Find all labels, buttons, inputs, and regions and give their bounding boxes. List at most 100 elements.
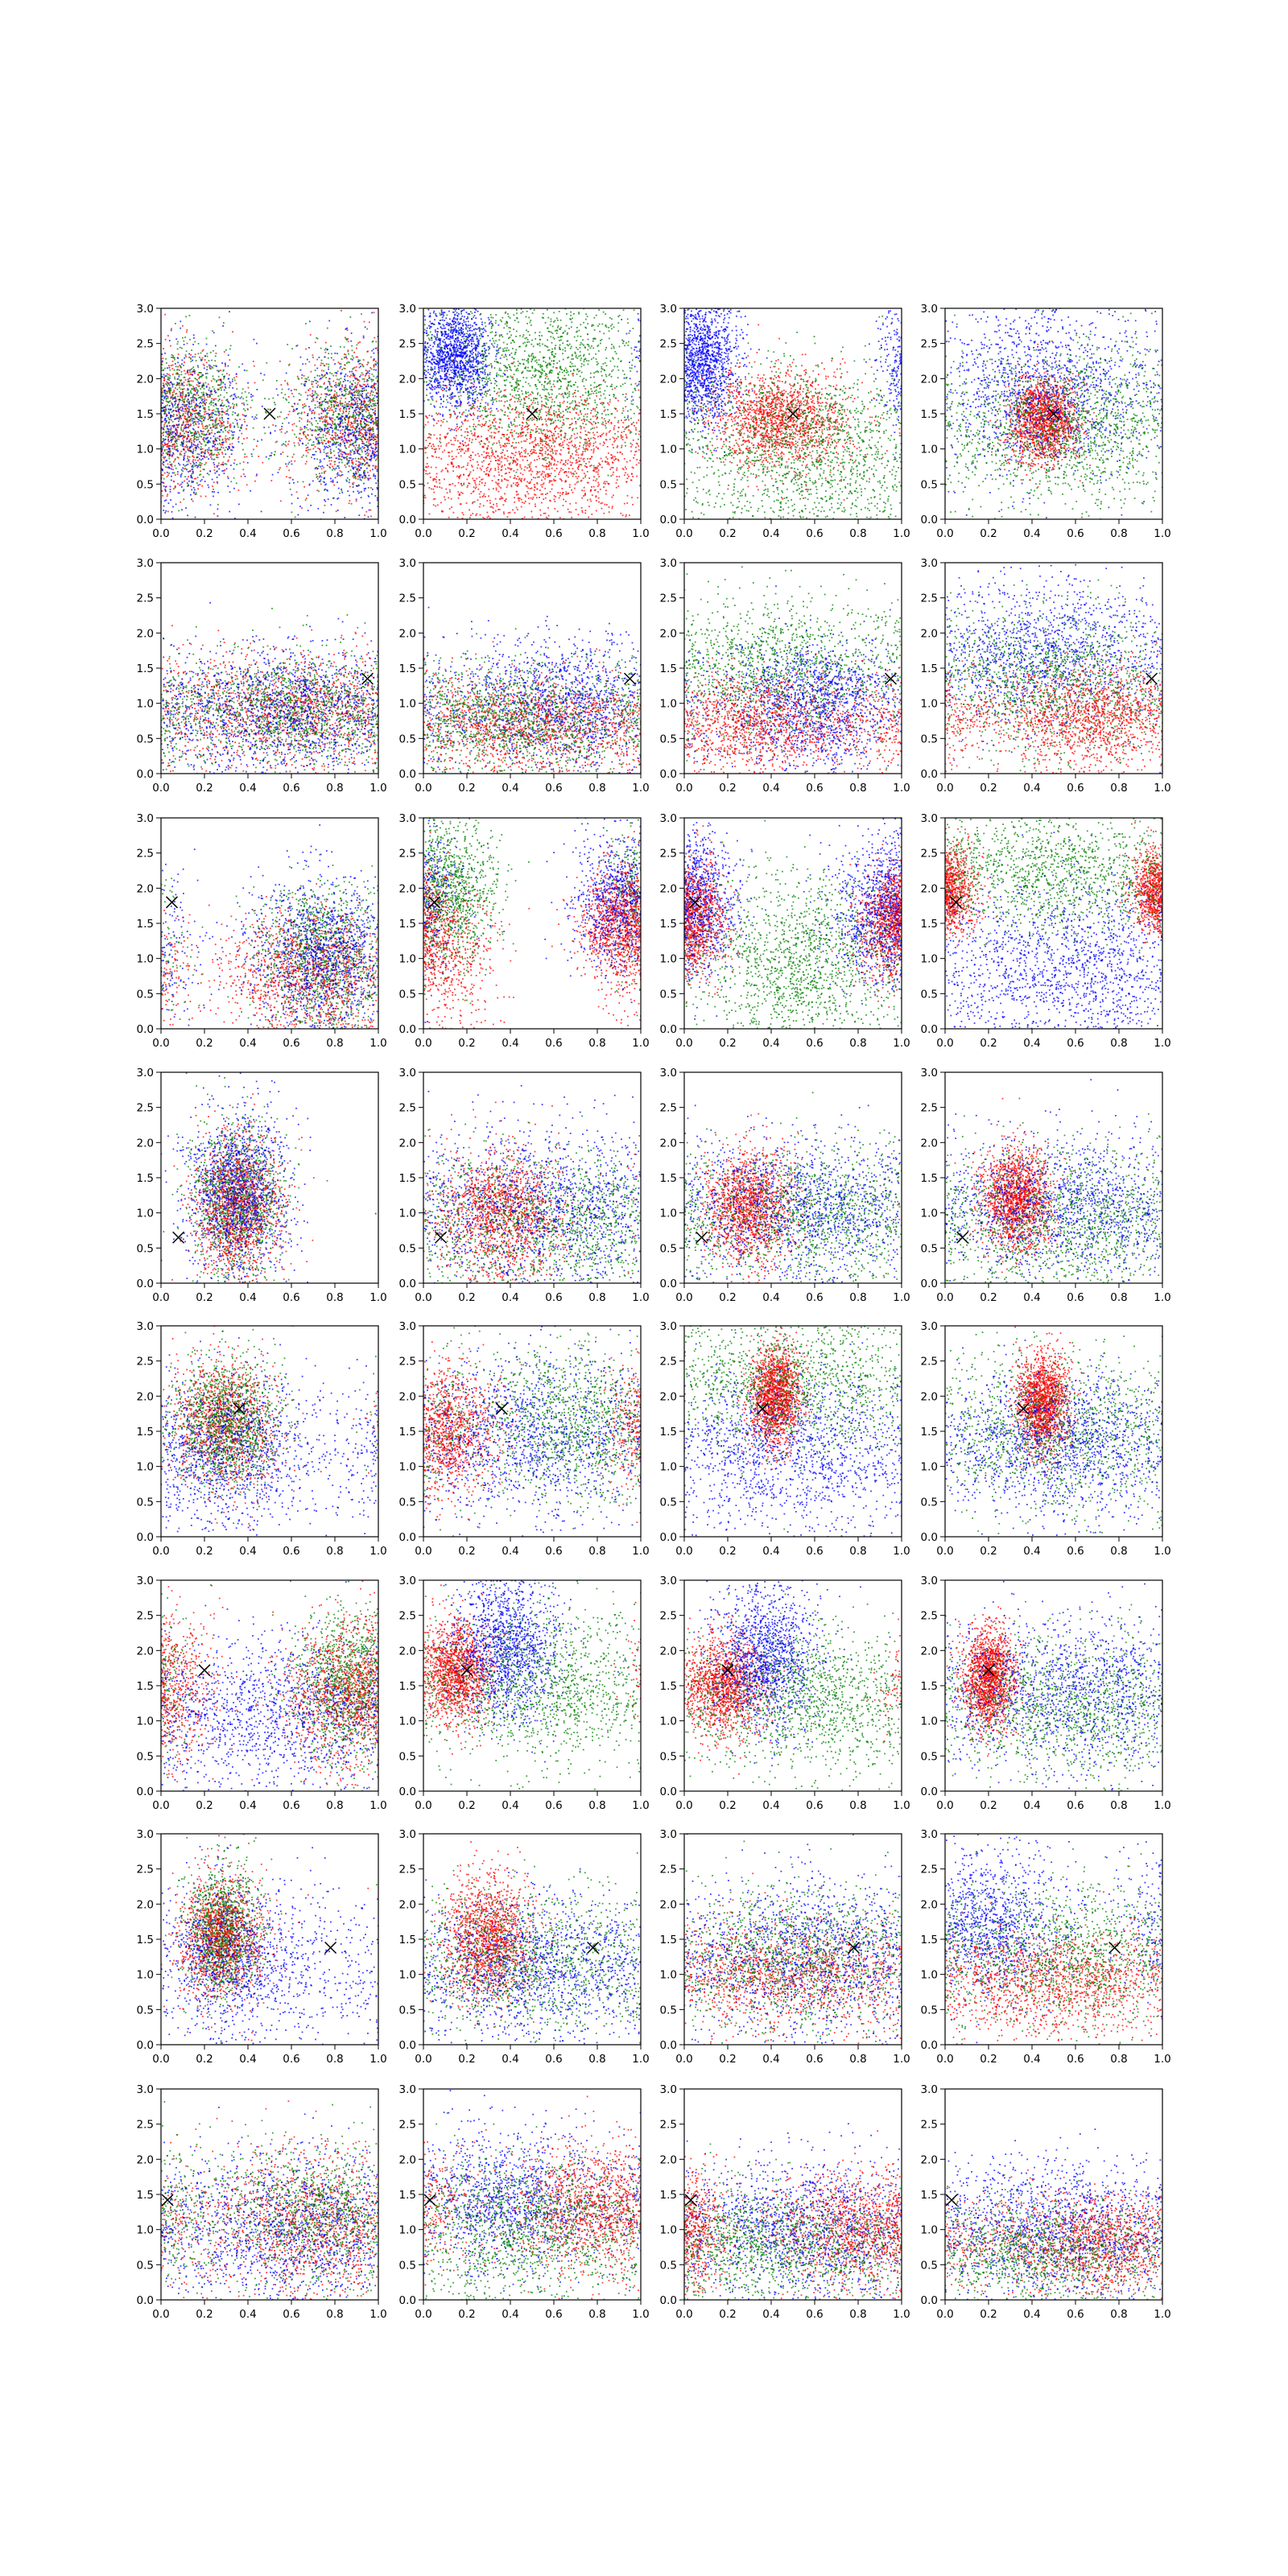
data-point [336,404,337,406]
data-point [201,392,203,394]
data-point [368,516,369,518]
data-point [361,440,363,442]
data-point [238,366,240,368]
data-point [332,381,334,382]
data-point [452,356,454,357]
data-point [448,333,449,335]
data-point [222,382,224,384]
data-point [171,365,172,366]
data-point [370,444,372,446]
data-point [193,456,195,458]
data-point [191,415,192,417]
data-point [441,328,443,329]
data-point [365,464,366,465]
data-point [199,458,200,460]
data-point [336,402,338,403]
data-point [181,424,183,426]
data-point [303,481,304,483]
data-point [220,420,221,422]
data-point [308,379,310,381]
data-point [223,425,225,427]
data-point [311,430,312,431]
data-point [345,368,346,369]
data-point [352,394,353,396]
data-point [225,453,226,455]
data-point [485,384,486,386]
data-point [279,429,281,431]
data-point [341,310,342,312]
data-point [178,353,180,355]
data-point [167,367,168,369]
data-point [163,506,165,507]
data-point [351,465,353,467]
data-point [167,444,168,445]
data-point [210,365,212,367]
data-point [221,362,223,364]
data-point [206,378,208,379]
data-point [333,497,335,499]
data-point [328,427,329,429]
data-point [163,400,164,402]
data-point [190,357,192,359]
data-point [440,403,442,405]
data-point [214,360,216,361]
data-point [289,364,291,365]
data-point [510,422,512,423]
data-point [168,448,170,449]
data-point [278,472,279,473]
data-point [187,412,188,414]
data-point [631,396,633,398]
data-point [479,389,481,390]
data-point [312,383,313,385]
data-point [375,421,377,423]
data-point [316,382,317,384]
data-point [212,410,213,411]
data-point [229,448,230,449]
data-point [295,345,297,347]
data-point [235,395,237,397]
data-point [213,464,215,465]
data-point [179,382,180,384]
data-point [352,350,353,352]
data-point [450,385,452,386]
data-point [171,511,173,513]
data-point [310,505,312,506]
data-point [334,353,336,354]
data-point [253,427,254,429]
data-point [319,414,320,415]
data-point [214,424,216,426]
data-point [177,483,179,485]
data-point [206,438,208,440]
data-point [464,365,466,367]
data-point [488,317,489,319]
data-point [229,491,231,493]
data-point [171,445,172,447]
data-point [349,391,350,393]
data-point [228,446,229,448]
data-point [345,394,346,396]
data-point [367,459,369,460]
data-point [204,428,206,430]
data-point [495,356,497,357]
data-point [299,412,300,414]
data-point [321,374,323,376]
data-point [355,467,357,469]
data-point [363,384,365,386]
data-point [204,469,205,470]
data-point [170,486,171,488]
data-point [201,479,203,481]
data-point [434,381,436,382]
data-point [359,475,361,477]
data-point [225,447,227,448]
data-point [284,394,286,395]
data-point [355,428,357,430]
data-point [192,366,194,368]
data-point [296,426,298,427]
data-point [279,361,281,362]
data-point [452,320,453,322]
data-point [181,483,183,485]
data-point [354,374,356,376]
data-point [171,455,173,456]
data-point [167,453,168,455]
data-point [229,456,230,458]
